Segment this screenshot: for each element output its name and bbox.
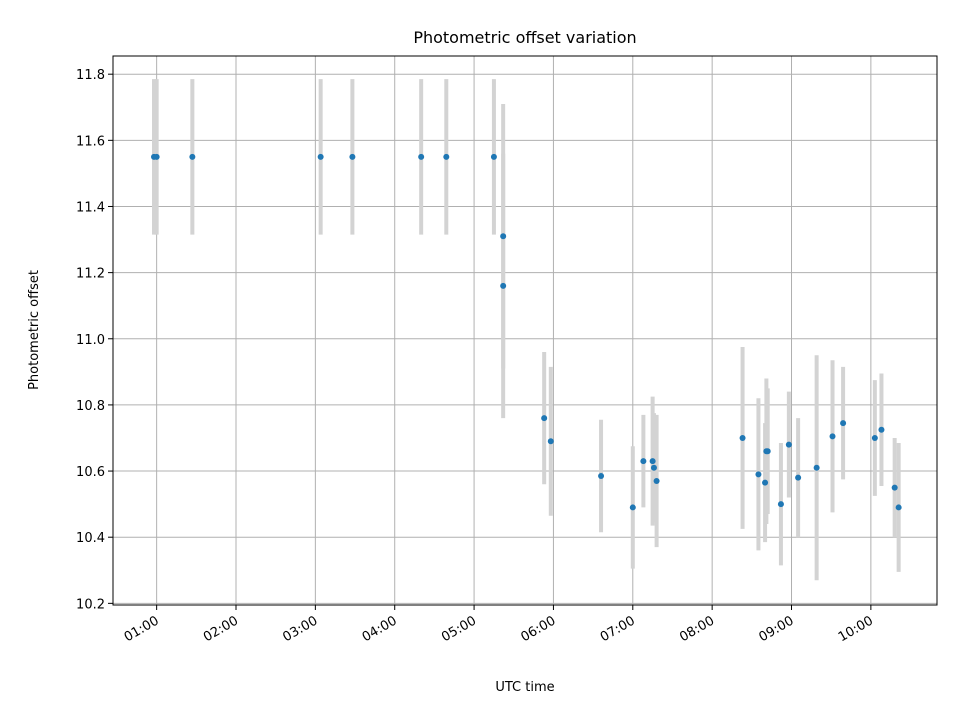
data-point: [764, 448, 771, 455]
data-point: [547, 438, 554, 445]
y-tick-label: 10.2: [76, 597, 105, 612]
data-point: [785, 441, 792, 448]
data-point: [891, 484, 898, 491]
data-point: [189, 153, 196, 160]
data-point: [795, 474, 802, 481]
data-point: [871, 434, 878, 441]
x-axis-label: UTC time: [495, 680, 554, 695]
data-point: [650, 464, 657, 471]
y-tick-label: 10.8: [76, 399, 105, 414]
y-tick-label: 10.4: [76, 531, 105, 546]
data-point: [829, 433, 836, 440]
data-point: [653, 477, 660, 484]
data-point: [443, 153, 450, 160]
data-point: [762, 479, 769, 486]
plot-frame: [112, 55, 938, 606]
data-points: [151, 153, 902, 511]
y-tick-label: 11.4: [76, 200, 105, 215]
y-axis-label: Photometric offset: [27, 270, 42, 390]
data-point: [649, 458, 656, 465]
data-point: [317, 153, 324, 160]
data-point: [629, 504, 636, 511]
grid: [113, 56, 937, 605]
data-point: [500, 282, 507, 289]
data-point: [739, 434, 746, 441]
data-point: [598, 473, 605, 480]
data-point: [640, 458, 647, 465]
data-point: [777, 501, 784, 508]
y-tick-label: 11.8: [76, 68, 105, 83]
data-point: [878, 426, 885, 433]
y-axis-ticks: 10.2 10.4 10.6 10.8 11.0 11.2 11.4 11.6 11.8: [76, 68, 113, 612]
data-point: [895, 504, 902, 511]
data-point: [840, 420, 847, 427]
y-tick-label: 11.2: [76, 267, 105, 282]
data-point: [500, 233, 507, 240]
data-point: [153, 153, 160, 160]
chart-title: Photometric offset variation: [413, 28, 636, 47]
data-point: [418, 153, 425, 160]
data-point: [349, 153, 356, 160]
data-point: [813, 464, 820, 471]
y-tick-label: 11.0: [76, 333, 105, 348]
y-tick-label: 10.6: [76, 465, 105, 480]
y-tick-label: 11.6: [76, 134, 105, 149]
data-point: [541, 415, 548, 422]
data-point: [490, 153, 497, 160]
data-point: [755, 471, 762, 478]
